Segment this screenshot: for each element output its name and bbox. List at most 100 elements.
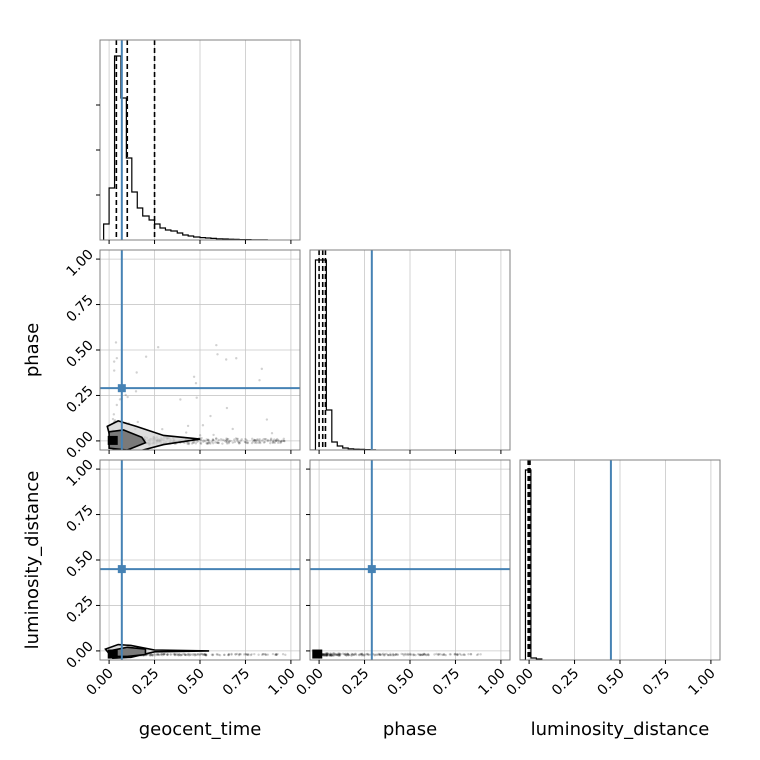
scatter-point	[271, 441, 275, 444]
scatter-point	[193, 652, 197, 656]
y-tick-label: 0.25	[63, 593, 96, 626]
scatter-point	[328, 654, 332, 657]
scatter-point	[250, 653, 253, 656]
x-axis-label-phase: phase	[383, 719, 437, 740]
scatter-point	[269, 438, 273, 441]
scatter-point	[344, 653, 347, 656]
scatter-point	[381, 653, 384, 656]
scatter-point	[258, 440, 262, 444]
density-core	[312, 649, 323, 659]
x-tick-label: 1.00	[475, 666, 508, 699]
x-tick-label: 0.50	[594, 666, 627, 699]
scatter-point	[227, 441, 231, 445]
scatter-point	[337, 654, 340, 657]
scatter-point	[322, 653, 325, 657]
scatter-point	[326, 652, 329, 655]
scatter-point	[179, 398, 182, 401]
scatter-point	[246, 441, 249, 444]
scatter-point	[223, 439, 226, 442]
scatter-point	[396, 653, 400, 656]
scatter-point	[389, 653, 392, 657]
scatter-point	[249, 653, 253, 657]
scatter-point	[210, 653, 214, 656]
scatter-point	[157, 653, 160, 656]
scatter-point	[359, 652, 362, 656]
scatter-point	[255, 441, 258, 445]
x-tick-label: 1.00	[265, 666, 298, 699]
scatter-point	[126, 395, 129, 399]
scatter-point	[206, 439, 210, 442]
scatter-point	[382, 654, 386, 657]
scatter-point	[328, 653, 331, 656]
scatter-point	[346, 653, 350, 656]
scatter-point	[341, 652, 345, 655]
scatter-point	[467, 653, 470, 656]
scatter-point	[196, 653, 200, 656]
scatter-point	[179, 653, 182, 657]
y-tick-label: 1.00	[63, 247, 96, 280]
scatter-point	[455, 653, 459, 656]
scatter-point	[169, 653, 172, 656]
scatter-point	[332, 652, 335, 655]
scatter-point	[427, 653, 430, 657]
scatter-point	[200, 652, 203, 656]
scatter-point	[238, 652, 241, 656]
scatter-point	[238, 441, 242, 444]
scatter-point	[442, 653, 445, 656]
scatter-point	[360, 652, 364, 656]
scatter-point	[186, 653, 189, 656]
scatter-point	[173, 653, 176, 656]
scatter-point	[177, 653, 181, 656]
scatter-point	[373, 653, 376, 656]
scatter-point	[206, 442, 210, 445]
scatter-point	[323, 654, 326, 657]
histogram-luminosity_distance	[520, 469, 543, 660]
scatter-point	[322, 653, 326, 656]
scatter-point	[173, 652, 176, 656]
scatter-point	[215, 437, 218, 440]
scatter-point	[391, 654, 395, 657]
scatter-point	[136, 420, 139, 424]
scatter-point	[275, 439, 278, 442]
scatter-point	[338, 652, 341, 655]
scatter-point	[148, 654, 152, 657]
scatter-point	[416, 652, 420, 656]
scatter-point	[435, 652, 438, 656]
scatter-point	[453, 653, 456, 656]
scatter-point	[211, 442, 215, 445]
scatter-point	[219, 438, 223, 441]
scatter-point	[386, 653, 390, 657]
scatter-point	[205, 442, 208, 445]
scatter-point	[325, 652, 329, 655]
scatter-point	[229, 439, 232, 443]
scatter-point	[389, 653, 393, 657]
scatter-point	[358, 653, 361, 656]
scatter-point	[269, 437, 273, 440]
density-core	[107, 435, 118, 445]
scatter-point	[257, 441, 260, 444]
scatter-point	[443, 653, 446, 657]
scatter-point	[216, 441, 219, 444]
scatter-point	[404, 653, 408, 656]
scatter-point	[335, 653, 339, 657]
scatter-point	[360, 653, 363, 656]
scatter-point	[345, 654, 348, 657]
scatter-point	[412, 653, 415, 657]
scatter-point	[325, 652, 328, 655]
scatter-point	[280, 440, 283, 443]
scatter-point	[343, 653, 347, 656]
scatter-point	[192, 375, 196, 378]
scatter-point	[188, 653, 192, 657]
scatter-point	[253, 439, 256, 442]
scatter-point	[205, 653, 208, 657]
scatter-point	[192, 653, 195, 656]
scatter-point	[233, 440, 237, 444]
scatter-point	[256, 438, 259, 441]
scatter-point	[279, 441, 282, 445]
scatter-point	[366, 652, 369, 656]
scatter-point	[378, 653, 382, 656]
truth-marker	[117, 565, 126, 574]
scatter-point	[274, 439, 278, 443]
scatter-point	[332, 654, 335, 657]
scatter-point	[338, 653, 341, 656]
